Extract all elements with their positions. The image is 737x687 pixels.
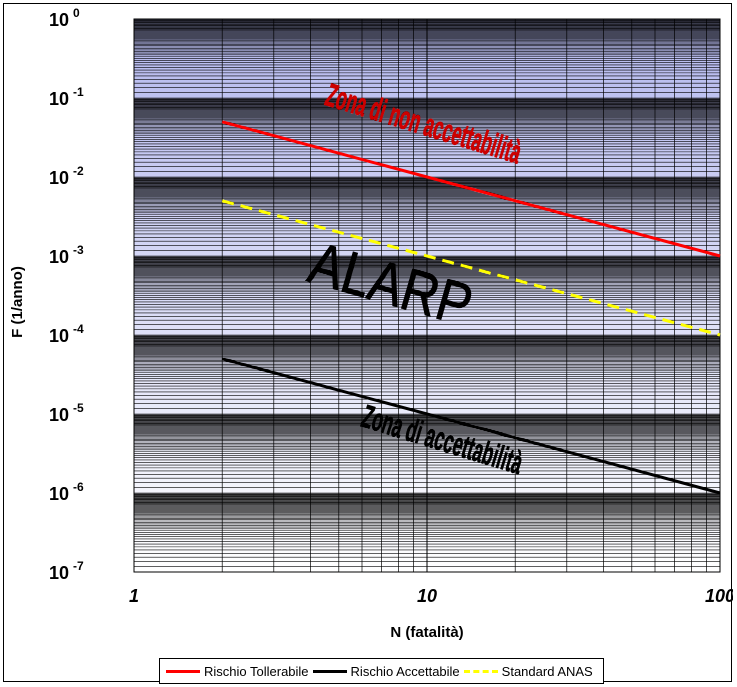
y-tick-label: 10 -5 <box>49 401 84 425</box>
x-axis-label: N (fatalità) <box>390 624 463 641</box>
legend-swatch <box>166 669 200 673</box>
series-line-2 <box>221 357 721 495</box>
legend-item-3: Standard ANAS <box>463 663 593 679</box>
y-tick-label: 10 0 <box>49 6 80 30</box>
series-line-1 <box>221 120 721 258</box>
plot-border <box>133 18 721 573</box>
y-tick-label: 10 -6 <box>49 480 84 504</box>
legend: Rischio Tollerabile Rischio Accettabile St… <box>159 658 604 684</box>
legend-item-2: Rischio Accettabile <box>312 663 460 679</box>
y-axis-label: F (1/anno) <box>9 266 26 338</box>
chart-frame: Zona di non accettabilità ALARP Zona di ac… <box>3 3 733 684</box>
legend-label: Rischio Tollerabile <box>204 663 309 679</box>
legend-label: Rischio Accettabile <box>350 663 460 679</box>
legend-item-1: Rischio Tollerabile <box>166 664 309 679</box>
y-tick-label: 10 -7 <box>49 559 84 583</box>
x-tick-label: 1 <box>129 586 139 606</box>
legend-swatch <box>312 669 347 673</box>
legend-swatch <box>463 669 498 673</box>
series-layer <box>221 120 721 495</box>
y-tick-label: 10 -1 <box>49 85 84 109</box>
x-tick-label: 100 <box>705 586 733 606</box>
series-line-3 <box>221 199 721 337</box>
legend-label: Standard ANAS <box>501 663 593 679</box>
x-tick-label: 10 <box>417 586 437 606</box>
y-tick-label: 10 -3 <box>49 243 84 267</box>
y-tick-label: 10 -2 <box>49 164 84 188</box>
x-tick-labels: 1 10 100 <box>129 586 733 606</box>
y-tick-label: 10 -4 <box>49 322 84 346</box>
